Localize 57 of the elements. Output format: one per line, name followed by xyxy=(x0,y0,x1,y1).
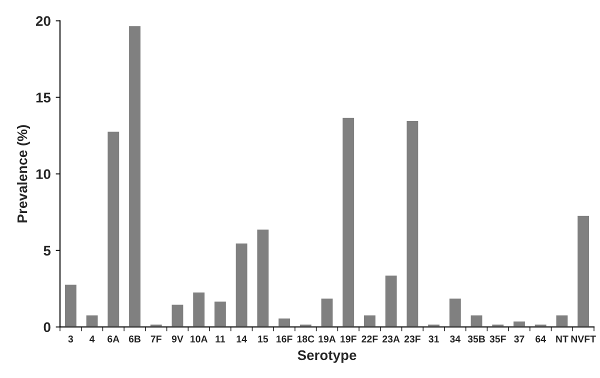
bar xyxy=(448,297,462,327)
x-tick-label: 19A xyxy=(318,336,336,342)
bar xyxy=(384,274,398,327)
bar xyxy=(469,314,484,327)
bar xyxy=(192,291,206,327)
y-tick-label: 5 xyxy=(44,246,51,256)
x-tick-label: 35F xyxy=(490,336,506,342)
bar xyxy=(213,300,228,327)
x-tick-label: NVFT xyxy=(571,336,596,342)
x-tick-label: 16F xyxy=(276,336,292,342)
x-tick-label: 18C xyxy=(297,336,314,342)
x-tick-label: 6A xyxy=(108,336,120,342)
bar xyxy=(234,242,249,327)
y-tick-label: 0 xyxy=(44,322,50,332)
bar xyxy=(170,303,185,327)
bar xyxy=(106,130,121,327)
x-tick-label: 31 xyxy=(428,336,439,342)
bar xyxy=(554,314,570,327)
x-tick-label: 19F xyxy=(340,336,356,342)
x-tick-label: 6B xyxy=(128,336,141,342)
x-tick-label: 23F xyxy=(404,336,420,342)
y-axis-title: Prevalence (%) xyxy=(17,125,30,222)
bar xyxy=(341,116,356,327)
x-tick-label: 22F xyxy=(362,336,378,342)
bar xyxy=(128,24,142,327)
x-tick-label: 4 xyxy=(89,336,95,342)
x-tick-label: 15 xyxy=(258,336,268,342)
bar xyxy=(149,323,164,327)
x-tick-label: 37 xyxy=(514,336,524,342)
bar xyxy=(576,214,590,327)
bar xyxy=(533,323,548,327)
x-tick-label: 35B xyxy=(468,336,485,342)
bar xyxy=(362,314,377,327)
x-tick-label: 14 xyxy=(236,336,247,342)
bar xyxy=(256,228,270,327)
bar xyxy=(298,323,313,327)
x-tick-label: 3 xyxy=(68,336,74,342)
x-tick-label: 34 xyxy=(450,336,461,342)
bar xyxy=(277,317,292,327)
x-tick-label: 23A xyxy=(382,336,400,342)
x-tick-label: 7F xyxy=(150,336,162,342)
x-tick-label: NT xyxy=(556,336,568,342)
bar xyxy=(64,283,78,327)
bar xyxy=(320,297,334,327)
y-tick-label: 15 xyxy=(36,92,51,103)
x-tick-label: 64 xyxy=(536,336,546,342)
bar xyxy=(490,323,505,327)
x-tick-label: 9V xyxy=(172,336,184,342)
y-tick-label: 20 xyxy=(36,16,50,26)
bar xyxy=(512,320,526,327)
x-tick-label: 11 xyxy=(216,336,226,342)
x-axis-title: Serotype xyxy=(298,350,356,363)
y-tick-label: 10 xyxy=(36,169,50,180)
x-tick-label: 10A xyxy=(190,336,208,342)
bar xyxy=(84,314,100,327)
bar xyxy=(426,323,441,327)
bar xyxy=(405,120,420,327)
